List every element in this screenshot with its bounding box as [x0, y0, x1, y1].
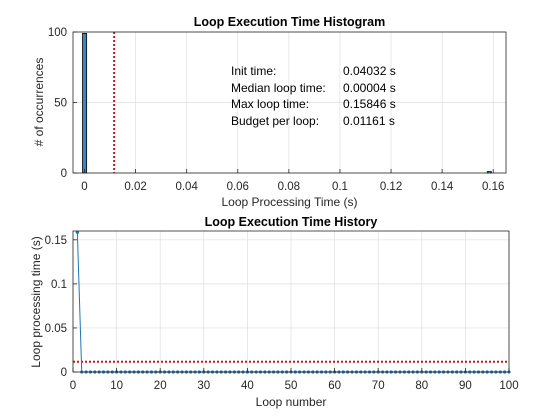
- history-y-tick-label: 0.1: [51, 279, 67, 291]
- history-x-tick-label: 100: [499, 380, 518, 392]
- stat-label-max: Max loop time:: [231, 97, 309, 111]
- histogram-x-tick-label: 0.08: [278, 181, 300, 193]
- history-ticks: 0 10 20 30 40 50 60 70 80 90 100 0 0.05 0.1 0.15: [45, 235, 519, 392]
- history-x-tick-label: 40: [241, 380, 254, 392]
- history-x-tick-label: 20: [154, 380, 167, 392]
- histogram-ticks: 0 0.02 0.04 0.06 0.08 0.1 0.12 0.14 0.16 0 50 100: [48, 27, 505, 193]
- history-axes: 0 10 20 30 40 50 60 70 80 90 100 0 0.05 0.1 0.15 Loop …: [29, 215, 519, 409]
- history-x-tick-label: 30: [197, 380, 210, 392]
- stat-value-median: 0.00004 s: [343, 81, 396, 95]
- histogram-bar: [82, 33, 88, 174]
- history-x-tick-label: 10: [110, 380, 123, 392]
- history-y-label: Loop processing time (s): [29, 236, 43, 367]
- histogram-y-tick-label: 50: [54, 98, 67, 110]
- histogram-title: Loop Execution Time Histogram: [194, 15, 385, 29]
- history-y-tick-label: 0.15: [45, 235, 67, 247]
- history-x-tick-label: 80: [415, 380, 428, 392]
- history-data-point: [75, 230, 79, 234]
- stat-value-budget: 0.01161 s: [343, 114, 395, 128]
- histogram-x-tick-label: 0.12: [380, 181, 402, 193]
- histogram-y-tick-label: 100: [48, 27, 67, 39]
- history-y-tick-label: 0.05: [45, 323, 67, 335]
- history-x-label: Loop number: [256, 395, 327, 409]
- history-title: Loop Execution Time History: [205, 215, 378, 229]
- stat-value-max: 0.15846 s: [343, 97, 396, 111]
- histogram-axes: 0 0.02 0.04 0.06 0.08 0.1 0.12 0.14 0.16 0 50 100 L…: [32, 15, 507, 209]
- history-x-tick-label: 90: [459, 380, 472, 392]
- histogram-x-tick-label: 0.02: [124, 181, 146, 193]
- stat-label-median: Median loop time:: [231, 81, 326, 95]
- history-x-tick-label: 60: [328, 380, 341, 392]
- stat-value-init: 0.04032 s: [343, 64, 396, 78]
- histogram-x-tick-label: 0.1: [332, 181, 348, 193]
- histogram-y-tick-label: 0: [61, 168, 67, 180]
- histogram-x-tick-label: 0.16: [482, 181, 504, 193]
- stat-label-budget: Budget per loop:: [231, 114, 319, 128]
- histogram-stats: Init time: 0.04032 s Median loop time: 0…: [231, 64, 396, 128]
- history-x-tick-label: 50: [285, 380, 298, 392]
- history-x-tick-label: 70: [372, 380, 385, 392]
- history-y-tick-label: 0: [61, 367, 67, 379]
- histogram-x-tick-label: 0.04: [175, 181, 198, 193]
- history-x-tick-label: 0: [70, 380, 76, 392]
- histogram-x-label: Loop Processing Time (s): [221, 195, 357, 209]
- histogram-x-tick-label: 0.06: [227, 181, 249, 193]
- histogram-x-tick-label: 0.14: [431, 181, 454, 193]
- histogram-y-label: # of occurrences: [32, 58, 46, 147]
- histogram-x-tick-label: 0: [81, 181, 87, 193]
- stat-label-init: Init time:: [231, 64, 276, 78]
